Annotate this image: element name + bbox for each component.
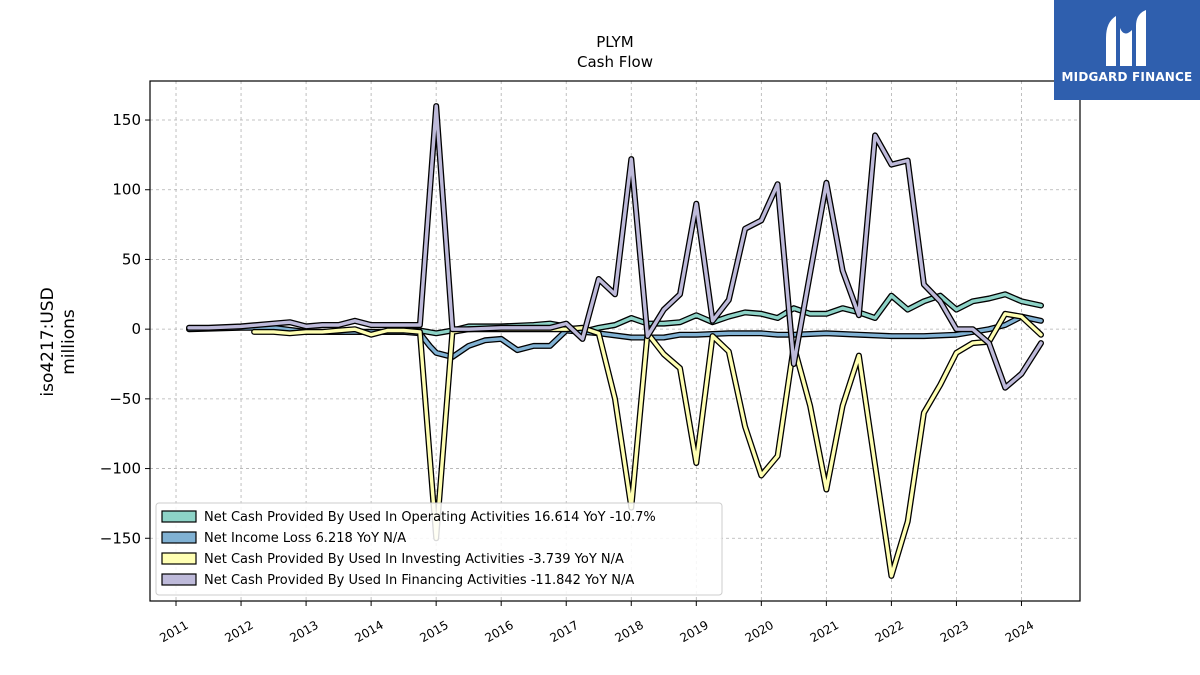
legend-swatch-3 — [161, 552, 197, 565]
y-tick-label: 150 — [112, 111, 141, 129]
legend-label-2: Net Income Loss 6.218 YoY N/A — [204, 531, 406, 546]
brand-logo-text: MIDGARD FINANCE — [1061, 70, 1193, 84]
x-tick-label: 2017 — [547, 618, 580, 645]
x-tick-label: 2012 — [222, 618, 255, 645]
y-axis-label: iso4217:USD — [38, 287, 58, 396]
legend-label-1: Net Cash Provided By Used In Operating A… — [204, 510, 656, 525]
plot-frame — [149, 80, 1081, 602]
legend-swatch-4 — [161, 573, 197, 586]
y-ticks: 150 100 50 0 −50 −100 −150 — [100, 111, 150, 547]
x-tick-label: 2022 — [873, 618, 906, 645]
legend-label-3: Net Cash Provided By Used In Investing A… — [204, 552, 624, 567]
x-tick-label: 2011 — [157, 618, 190, 645]
legend-swatch-2 — [161, 531, 197, 544]
legend-swatch-1 — [161, 510, 197, 523]
x-tick-label: 2015 — [417, 618, 450, 645]
y-tick-label: −100 — [100, 460, 141, 478]
legend-label-4: Net Cash Provided By Used In Financing A… — [204, 573, 634, 588]
legend: Net Cash Provided By Used In Operating A… — [155, 502, 723, 596]
series-line-4 — [187, 104, 1043, 390]
legend-box — [155, 502, 723, 596]
y-axis-unit: millions — [59, 309, 79, 375]
y-tick-label: −50 — [109, 390, 141, 408]
x-tick-label: 2014 — [352, 618, 385, 645]
x-tick-label: 2023 — [938, 618, 971, 645]
x-tick-label: 2024 — [1003, 618, 1036, 645]
x-tick-label: 2016 — [482, 618, 515, 645]
y-tick-label: 50 — [122, 250, 141, 268]
y-tick-label: 100 — [112, 181, 141, 199]
midgard-logo-icon — [1106, 10, 1146, 66]
x-ticks: 2011 2012 2013 2014 2015 2016 2017 2018 2019 2020… — [157, 601, 1036, 645]
x-tick-label: 2018 — [613, 618, 646, 645]
series-line-3 — [252, 312, 1043, 578]
x-tick-label: 2013 — [287, 618, 320, 645]
y-axis-title: iso4217:USD millions — [38, 287, 79, 396]
x-tick-label: 2020 — [743, 618, 776, 645]
x-tick-label: 2021 — [808, 618, 841, 645]
series-lines — [186, 103, 1044, 579]
x-tick-label: 2019 — [678, 618, 711, 645]
axes — [149, 80, 1081, 602]
brand-logo: MIDGARD FINANCE — [1054, 0, 1200, 100]
chart-subtitle: Cash Flow — [577, 53, 653, 71]
y-tick-label: 0 — [131, 320, 141, 338]
y-tick-label: −150 — [100, 529, 141, 547]
chart-title: PLYM — [596, 33, 634, 51]
